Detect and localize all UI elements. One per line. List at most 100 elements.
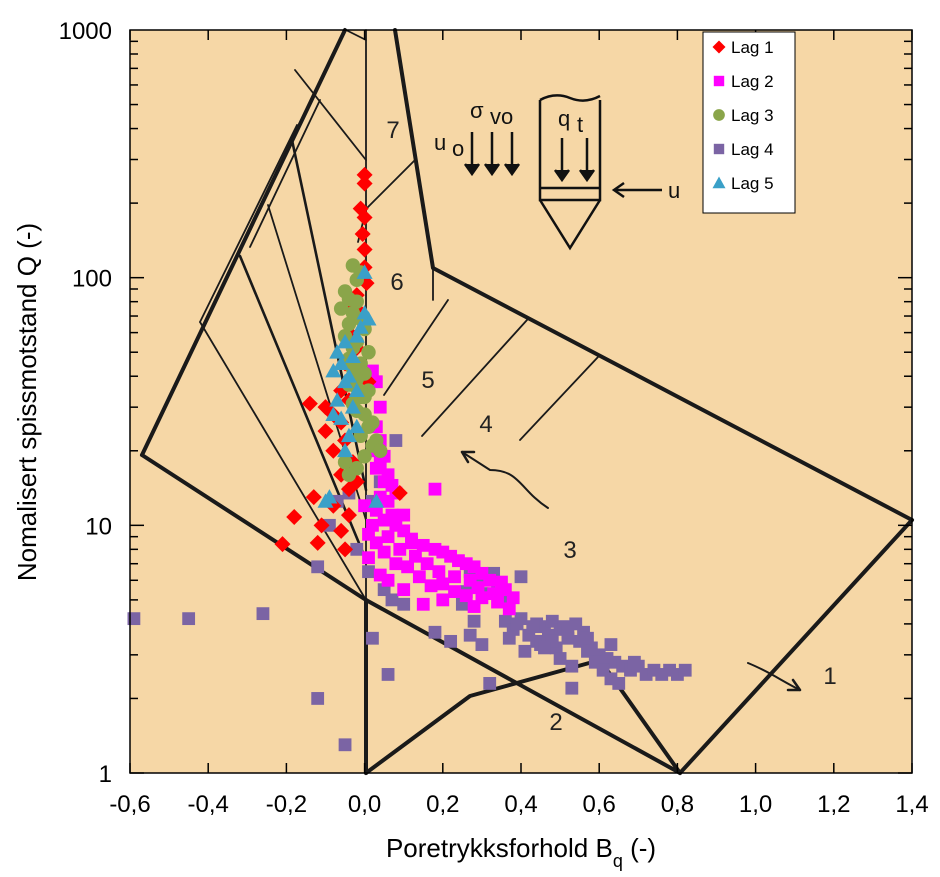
data-point bbox=[337, 333, 354, 349]
inset-sigma: σ bbox=[470, 98, 484, 123]
zone-boundary-thin bbox=[199, 124, 298, 323]
data-point bbox=[416, 597, 430, 611]
data-point bbox=[424, 579, 438, 593]
data-point bbox=[444, 634, 458, 648]
series-lag-5 bbox=[317, 264, 385, 508]
data-point bbox=[348, 382, 365, 397]
stress-arrow-head bbox=[553, 169, 571, 183]
zone-boundary-thin bbox=[345, 29, 367, 41]
data-point bbox=[337, 373, 354, 389]
cone-top bbox=[539, 94, 601, 102]
zone-boundary-thick bbox=[364, 598, 682, 775]
cone-tip bbox=[538, 199, 602, 251]
data-point bbox=[313, 517, 330, 534]
data-point bbox=[373, 400, 387, 414]
data-point bbox=[274, 536, 291, 553]
data-point bbox=[401, 560, 415, 574]
zone-boundary-medium bbox=[238, 254, 368, 562]
data-point bbox=[377, 545, 391, 559]
data-point bbox=[436, 593, 450, 607]
x-tick-label: -0,4 bbox=[188, 791, 229, 818]
x-axis-title-sub: q bbox=[613, 851, 623, 871]
zone-arrow bbox=[461, 451, 549, 509]
stress-arrow-head bbox=[483, 163, 501, 177]
x-tick-label: -0,2 bbox=[266, 791, 307, 818]
data-point bbox=[385, 593, 399, 607]
data-point bbox=[256, 607, 270, 621]
x-tick-label: 1,4 bbox=[895, 791, 928, 818]
legend-marker bbox=[712, 176, 726, 189]
data-point bbox=[329, 344, 346, 359]
data-point bbox=[340, 481, 357, 498]
zone-arrow bbox=[747, 662, 801, 691]
data-point bbox=[361, 345, 376, 360]
data-point bbox=[581, 631, 594, 645]
cone-inset-sketch: u oσ vo q tu bbox=[434, 94, 680, 251]
zone-label: 7 bbox=[386, 117, 399, 144]
data-point bbox=[356, 241, 373, 258]
data-point bbox=[463, 628, 477, 642]
data-point bbox=[356, 166, 373, 183]
x-axis-title-suffix: (-) bbox=[623, 833, 656, 863]
data-point bbox=[329, 392, 346, 407]
data-point bbox=[565, 681, 579, 695]
zone-label: 2 bbox=[549, 709, 562, 736]
data-point bbox=[340, 507, 357, 524]
zone-label: 3 bbox=[563, 537, 576, 564]
x-tick-label: -0,6 bbox=[109, 791, 150, 818]
data-point bbox=[368, 493, 385, 508]
data-point bbox=[483, 573, 497, 587]
zone-label: 5 bbox=[421, 367, 434, 394]
classification-zones bbox=[140, 28, 914, 775]
data-point bbox=[362, 565, 375, 579]
data-point bbox=[357, 449, 372, 464]
data-point bbox=[333, 410, 350, 425]
zone-boundary-thick bbox=[140, 28, 347, 457]
x-tick-label: 0,0 bbox=[348, 791, 381, 818]
zone-boundary-thin bbox=[199, 321, 367, 601]
data-point bbox=[311, 560, 325, 574]
y-tick-label: 100 bbox=[72, 266, 112, 293]
zone-boundary-thin bbox=[364, 159, 416, 211]
data-point bbox=[321, 489, 338, 504]
stress-arrow-head bbox=[463, 163, 481, 177]
data-point bbox=[678, 663, 692, 677]
legend-label: Lag 5 bbox=[731, 174, 774, 193]
zone-boundary-thin bbox=[249, 99, 321, 248]
zone-boundary-thin bbox=[519, 356, 599, 441]
data-point bbox=[409, 549, 422, 563]
data-point bbox=[448, 585, 461, 599]
legend-label: Lag 4 bbox=[731, 140, 774, 159]
x-axis-title-main: Poretrykksforhold B bbox=[386, 833, 613, 863]
data-point bbox=[483, 677, 497, 690]
data-point bbox=[333, 522, 350, 539]
data-point bbox=[412, 570, 426, 584]
stress-arrow-head bbox=[578, 169, 596, 183]
data-point bbox=[349, 294, 364, 309]
zone-label: 1 bbox=[823, 663, 836, 690]
data-point bbox=[514, 570, 528, 584]
plot-frame bbox=[129, 29, 913, 774]
data-point bbox=[341, 467, 357, 482]
data-point bbox=[538, 641, 551, 655]
data-point bbox=[393, 542, 407, 556]
x-tick-label: 0,8 bbox=[661, 791, 694, 818]
series-lag-2 bbox=[358, 364, 520, 616]
data-point bbox=[506, 591, 520, 605]
data-point bbox=[348, 328, 365, 343]
data-point bbox=[467, 614, 481, 628]
data-point bbox=[373, 443, 388, 458]
data-point bbox=[340, 427, 357, 443]
data-point bbox=[553, 652, 567, 665]
data-point bbox=[356, 175, 373, 192]
data-point bbox=[369, 461, 383, 475]
data-point bbox=[333, 355, 350, 370]
inset-sigma-sub: vo bbox=[490, 104, 513, 129]
stress-arrow-head bbox=[503, 163, 521, 177]
legend-marker bbox=[713, 143, 725, 155]
data-point bbox=[397, 597, 411, 611]
legend: Lag 1 Lag 2 Lag 3 Lag 4 Lag 5 bbox=[702, 31, 796, 214]
data-point bbox=[317, 423, 334, 440]
data-point bbox=[337, 541, 354, 558]
